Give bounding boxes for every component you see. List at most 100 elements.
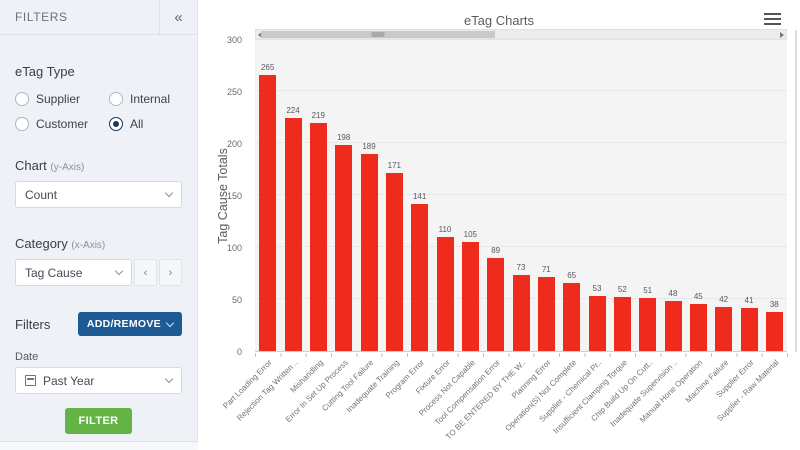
bar-Planning Error[interactable] — [537, 277, 555, 351]
x-axis-labels: Part Loading Error Rejection Tag Written … — [221, 358, 787, 450]
y-tick-label: 200 — [226, 139, 242, 149]
scrollbar-grip-icon — [371, 32, 385, 37]
hamburger-menu-icon[interactable] — [764, 13, 781, 28]
bar-value-label: 224 — [286, 106, 300, 115]
category-next-button[interactable]: › — [159, 259, 182, 286]
scrollbar-thumb[interactable] — [261, 31, 495, 38]
bar-value-label: 105 — [463, 229, 477, 239]
bar-value-label: 141 — [412, 192, 427, 202]
bar-value-label: 198 — [336, 133, 351, 143]
gridline — [255, 90, 787, 91]
date-label: Date — [15, 351, 39, 363]
bar-Mishandling[interactable] — [309, 123, 327, 351]
date-select-value: Past Year — [43, 373, 95, 388]
calendar-icon — [25, 375, 36, 386]
sidebar-header: FILTERS « — [0, 0, 197, 35]
chevron-down-icon — [164, 188, 174, 198]
filters-sidebar: FILTERS « eTag Type Supplier Internal Cu… — [0, 0, 198, 442]
bar-Supplier - Raw Material[interactable] — [765, 311, 783, 351]
bar-value-label: 51 — [643, 286, 653, 295]
filter-button[interactable]: FILTER — [65, 408, 132, 434]
etag-type-options: Supplier Internal Customer All — [15, 92, 182, 131]
bar-Supplier - Chemical Pr..[interactable] — [588, 295, 606, 351]
bar-Fixture Error[interactable] — [436, 236, 454, 351]
bar-value-label: 265 — [260, 63, 275, 73]
radio-circle-icon[interactable] — [109, 92, 123, 106]
radio-internal[interactable]: Internal — [109, 92, 182, 106]
bar-value-label: 45 — [693, 292, 703, 302]
bar-value-label: 89 — [491, 246, 501, 256]
chevron-down-icon — [164, 374, 174, 384]
category-prev-button[interactable]: ‹ — [134, 259, 157, 286]
category-row: Tag Cause ‹ › — [15, 259, 182, 286]
y-axis-title: Tag Cause Totals — [216, 148, 230, 244]
bar-value-label: 38 — [769, 299, 779, 309]
vertical-scrollbar-track[interactable] — [795, 30, 797, 352]
bar-Program Error[interactable] — [411, 204, 429, 351]
category-select-value: Tag Cause — [25, 265, 83, 280]
filters-row: Filters ADD/REMOVE — [15, 312, 182, 336]
y-axis: 0 50 100 150 200 250 300 — [198, 0, 250, 400]
collapse-chevrons-icon: « — [174, 8, 183, 26]
bar-value-label: 53 — [592, 283, 602, 293]
date-select[interactable]: Past Year — [15, 367, 182, 394]
chart-select[interactable]: Count — [15, 181, 182, 208]
radio-circle-icon[interactable] — [15, 92, 29, 106]
bar-value-label: 219 — [311, 111, 325, 121]
chevron-down-icon — [165, 318, 175, 327]
bar-Cutting Tool Failure[interactable] — [360, 154, 378, 351]
radio-supplier[interactable]: Supplier — [15, 92, 109, 106]
bar-value-label: 42 — [719, 295, 729, 305]
y-tick-label: 100 — [226, 243, 242, 253]
bar-Chip Build Up On Cutt..[interactable] — [639, 298, 657, 351]
category-axis-label: Category (x-Axis) — [15, 236, 106, 251]
scroll-left-arrow-icon[interactable] — [258, 32, 262, 38]
bar-Machine Failure[interactable] — [715, 307, 733, 351]
gridline — [255, 194, 787, 195]
bar-Insufficient Clamping Torque[interactable] — [613, 296, 631, 351]
etag-type-label: eTag Type — [15, 64, 75, 79]
bar-chart-plot-area: 265 224 219 198 189 171 141 110 105 89 73 71 65 53 52 5… — [255, 38, 787, 352]
radio-circle-icon[interactable] — [109, 117, 123, 131]
y-tick-label: 250 — [226, 87, 242, 97]
y-tick-label: 300 — [226, 35, 242, 45]
radio-circle-icon[interactable] — [15, 117, 29, 131]
chevron-left-icon: ‹ — [143, 266, 148, 279]
chart-horizontal-scrollbar[interactable] — [255, 29, 787, 40]
sidebar-bottom-strip — [0, 442, 198, 450]
bar-value-label: 189 — [362, 142, 376, 152]
bar-value-label: 71 — [541, 265, 551, 275]
collapse-sidebar-button[interactable]: « — [159, 0, 197, 34]
scroll-right-arrow-icon[interactable] — [780, 32, 784, 38]
bar-Inadequate Supervision ..[interactable] — [664, 301, 682, 351]
bar-value-label: 48 — [668, 289, 678, 299]
bar-TO BE ENTERED BY THE W..[interactable] — [512, 275, 530, 351]
chart-select-value: Count — [25, 187, 58, 202]
gridline — [255, 38, 787, 39]
y-tick-label: 150 — [226, 191, 242, 201]
bar-Error In Set Up Process[interactable] — [335, 145, 353, 351]
chart-title: eTag Charts — [463, 13, 535, 28]
bar-value-label: 73 — [516, 263, 526, 273]
chart-panel: eTag Charts 0 50 100 150 200 250 300 Tag Cause… — [198, 0, 800, 450]
bar-Manual Hone Operation[interactable] — [689, 304, 707, 351]
radio-customer[interactable]: Customer — [15, 117, 109, 131]
chevron-down-icon — [114, 266, 124, 276]
bar-Supplier Error[interactable] — [740, 308, 758, 351]
radio-all[interactable]: All — [109, 117, 182, 131]
bar-Operation(S) Not Complete[interactable] — [563, 283, 581, 351]
bar-Part Loading Error[interactable] — [259, 75, 277, 351]
bar-Process Not Capable[interactable] — [461, 241, 479, 351]
gridline — [255, 246, 787, 247]
y-tick-label: 0 — [236, 347, 242, 357]
bar-value-label: 65 — [567, 271, 577, 281]
bar-value-label: 171 — [387, 161, 401, 171]
bar-Inadequate Training[interactable] — [385, 173, 403, 351]
add-remove-button[interactable]: ADD/REMOVE — [77, 312, 182, 336]
bar-value-label: 110 — [438, 224, 452, 234]
bar-Tool Compensation Error[interactable] — [487, 258, 505, 351]
category-select[interactable]: Tag Cause — [15, 259, 132, 286]
bar-Rejection Tag Written ..[interactable] — [284, 118, 302, 351]
filters-label: Filters — [15, 316, 51, 332]
bar-value-label: 41 — [744, 296, 754, 306]
